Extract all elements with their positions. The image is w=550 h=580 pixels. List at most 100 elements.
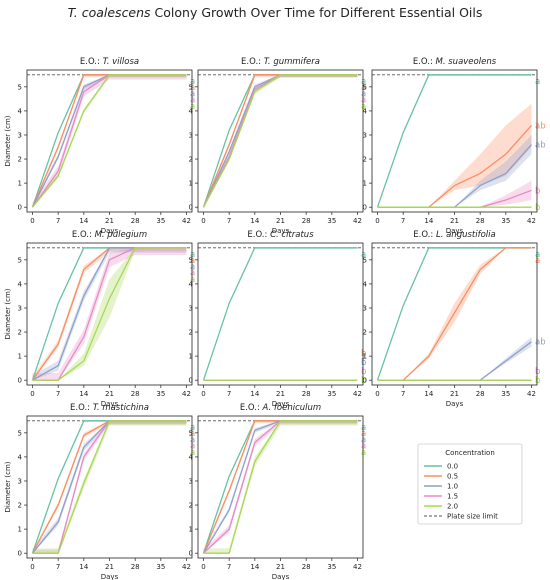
series-line-0.0	[31, 74, 187, 208]
x-tick-label: 35	[501, 217, 510, 225]
legend-label: 1.5	[447, 493, 458, 501]
y-tick-label: 3	[18, 304, 22, 312]
y-tick-label: 0	[363, 204, 367, 212]
x-tick-label: 21	[276, 217, 285, 225]
y-tick-label: 3	[363, 131, 367, 139]
significance-letter: a	[535, 250, 540, 260]
x-tick-label: 14	[250, 390, 259, 398]
axes-frame	[197, 242, 364, 386]
significance-letter: b	[361, 358, 366, 368]
x-tick-label: 42	[182, 563, 191, 571]
panel-title-prefix: E.O.:	[240, 403, 263, 413]
x-tick-label: 14	[79, 563, 88, 571]
panel-title-species: T. mastichina	[93, 403, 149, 413]
significance-letter: b	[361, 376, 366, 386]
x-tick-label: 21	[105, 390, 114, 398]
significance-letter: ab	[535, 141, 546, 151]
y-tick-label: 5	[189, 83, 193, 91]
significance-letter: a	[361, 96, 366, 106]
x-tick-label: 28	[476, 390, 485, 398]
x-tick-label: 35	[156, 563, 165, 571]
y-tick-label: 3	[18, 131, 22, 139]
y-tick-label: 1	[363, 180, 367, 188]
x-tick-label: 42	[182, 390, 191, 398]
significance-letter: a	[361, 448, 366, 458]
significance-letter: a	[190, 275, 195, 285]
significance-letter: a	[361, 250, 366, 260]
series-line-2.0	[32, 420, 187, 554]
y-tick-label: 2	[18, 156, 22, 164]
legend-label: 2.0	[447, 503, 458, 511]
series-line-0.5	[202, 74, 358, 208]
band-2.0	[32, 247, 187, 381]
series-line-1.0	[202, 74, 358, 208]
y-tick-label: 4	[189, 107, 194, 115]
x-tick-label: 7	[227, 563, 231, 571]
significance-letter: a	[190, 250, 195, 260]
significance-letter: a	[190, 429, 195, 439]
y-tick-label: 5	[363, 83, 367, 91]
y-tick-label: 2	[189, 502, 193, 510]
legend-label: 0.5	[447, 473, 458, 481]
legend-label: 0.0	[447, 463, 458, 471]
significance-letter: b	[361, 349, 366, 359]
series-line-2.0	[202, 74, 358, 208]
significance-letter: ab	[535, 121, 546, 131]
panel-title-prefix: E.O.:	[80, 57, 103, 67]
x-tick-label: 42	[527, 390, 536, 398]
x-axis-label: Days	[101, 400, 119, 408]
panel-title-prefix: E.O.:	[413, 57, 436, 67]
significance-letter: a	[190, 435, 195, 445]
panel-title-species: M. pulegium	[95, 230, 148, 240]
x-tick-label: 0	[201, 563, 205, 571]
x-tick-label: 35	[327, 217, 336, 225]
x-tick-label: 42	[353, 563, 362, 571]
x-tick-label: 14	[424, 217, 433, 225]
legend-title: Concentration	[445, 449, 495, 457]
panel-title-species: C. citratus	[270, 230, 314, 240]
x-tick-label: 14	[79, 217, 88, 225]
significance-letter: a	[190, 256, 195, 266]
x-tick-label: 14	[424, 390, 433, 398]
x-tick-label: 35	[156, 217, 165, 225]
y-tick-label: 5	[189, 256, 193, 264]
x-tick-label: 0	[375, 390, 379, 398]
x-tick-label: 42	[353, 390, 362, 398]
y-tick-label: 0	[189, 377, 193, 385]
panel-title: E.O.: C. citratus	[247, 230, 314, 240]
panel-title-prefix: E.O.:	[72, 230, 95, 240]
series-line-0.0	[31, 420, 187, 554]
significance-letter: b	[535, 376, 540, 386]
x-tick-label: 0	[30, 563, 34, 571]
x-tick-label: 28	[476, 217, 485, 225]
band-1.5	[203, 74, 358, 208]
x-tick-label: 28	[302, 563, 311, 571]
significance-letter: b	[535, 367, 540, 377]
significance-letter: a	[190, 96, 195, 106]
y-tick-label: 2	[363, 156, 367, 164]
x-tick-label: 42	[527, 217, 536, 225]
significance-letter: b	[361, 367, 366, 377]
y-tick-label: 4	[189, 280, 194, 288]
panel-title-species: T. gummifera	[264, 57, 320, 67]
panel-title-species: M. suaveolens	[436, 57, 497, 67]
x-tick-label: 35	[327, 563, 336, 571]
y-tick-label: 1	[18, 526, 22, 534]
x-tick-label: 35	[327, 390, 336, 398]
y-tick-label: 1	[189, 526, 193, 534]
y-tick-label: 4	[363, 107, 368, 115]
y-tick-label: 1	[189, 180, 193, 188]
significance-letter: a	[190, 89, 195, 99]
axes-frame	[197, 69, 364, 213]
significance-letter: a	[361, 102, 366, 112]
panel-title-prefix: E.O.:	[413, 230, 436, 240]
x-tick-label: 28	[131, 217, 140, 225]
legend-box	[417, 443, 523, 525]
